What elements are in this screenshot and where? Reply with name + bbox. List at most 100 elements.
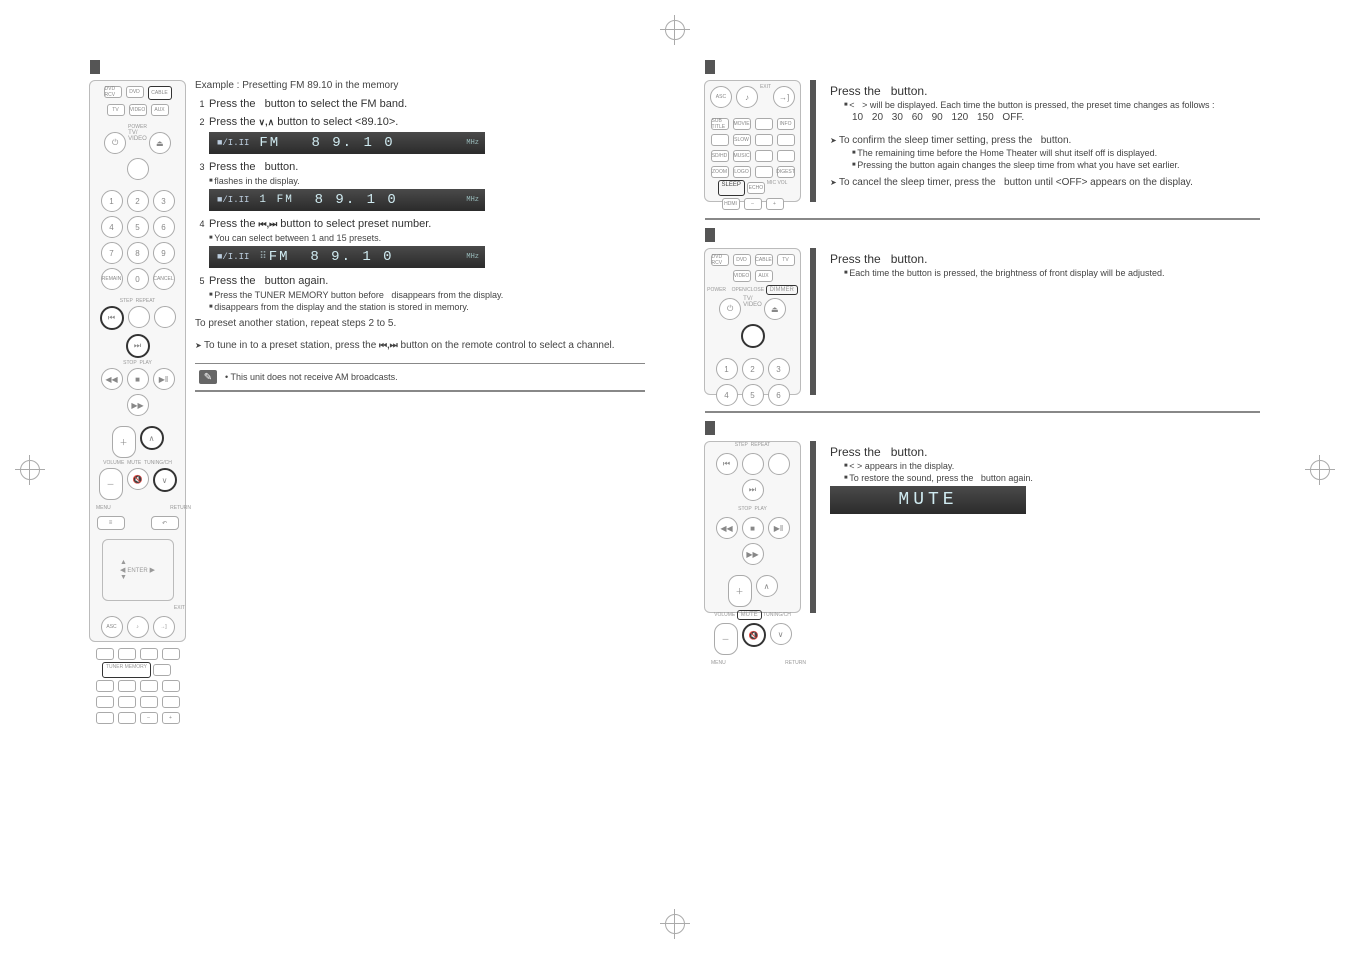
soundedit-s <box>777 134 795 146</box>
micvol-minus-s: – <box>744 198 762 210</box>
step-4a: Press the <box>209 218 259 230</box>
dsound-icon: ♪ <box>736 86 758 108</box>
lbl-step: STEP <box>120 298 133 304</box>
micvol-plus-s: + <box>766 198 784 210</box>
d-num-5: 5 <box>742 384 764 406</box>
btn-video: VIDEO <box>129 104 147 116</box>
step-2b: button to select <89.10>. <box>274 116 398 128</box>
sleep-cancel-b: button until <OFF> appears on the displa… <box>1001 177 1193 188</box>
dpad: ▲◀ ENTER ▶▼ <box>102 539 174 601</box>
m-stop-icon: ■ <box>742 517 764 539</box>
crop-mark <box>665 20 685 40</box>
prev-icon: ⏮ <box>100 306 124 330</box>
note-box: ✎ • This unit does not receive AM broadc… <box>195 363 645 391</box>
crop-mark <box>1310 460 1330 480</box>
step-1a: Press the <box>209 98 259 110</box>
step-1-num: 1 <box>195 97 209 111</box>
display-c: ■/I.II ⠿ FM 8 9. 1 0 MHz <box>209 246 485 268</box>
d-cable: CABLE <box>755 254 773 266</box>
step-5a: Press the <box>209 275 259 287</box>
subtitle-s: SUB TITLE <box>711 118 729 130</box>
testtone-s <box>755 134 773 146</box>
d-tv: TV <box>777 254 795 266</box>
exit-btn: →] <box>153 616 175 638</box>
dimmer-btn <box>127 158 149 180</box>
num-cancel: CANCEL <box>153 268 175 290</box>
btn-aux: AUX <box>151 104 169 116</box>
sleep-confirm-s2: Pressing the button again changes the sl… <box>852 160 1260 170</box>
section-tab-dimmer <box>705 228 1260 242</box>
mute-sub2a: To restore the sound, press the <box>849 473 976 483</box>
step-5b: button again. <box>262 275 329 287</box>
m-play-icon: ▶‖ <box>768 517 790 539</box>
exit-icon: →] <box>773 86 795 108</box>
step-btn <box>128 306 150 328</box>
crop-mark <box>20 460 40 480</box>
step-4-sub: You can select between 1 and 15 presets. <box>209 233 645 243</box>
d-num-6: 6 <box>768 384 790 406</box>
sdhd-s: SD/HD <box>711 150 729 162</box>
example-title: Example : Presetting FM 89.10 in the mem… <box>195 80 645 91</box>
num-9: 9 <box>153 242 175 264</box>
vol-down-icon: － <box>99 468 123 500</box>
section-tab-mute <box>705 421 1260 435</box>
step-5-sub1b: disappears from the display. <box>389 290 503 300</box>
m-rew-icon: ◀◀ <box>716 517 738 539</box>
music-btn <box>162 680 180 692</box>
sleep-confirm-b: button. <box>1038 135 1071 146</box>
divider <box>810 248 816 395</box>
num-5: 5 <box>127 216 149 238</box>
dimmer-step-b: button. <box>887 252 927 266</box>
testtone-btn <box>96 680 114 692</box>
play-icon: ▶‖ <box>153 368 175 390</box>
m-repeat-btn <box>768 453 790 475</box>
extra2-s <box>777 150 795 162</box>
rew-icon: ◀◀ <box>101 368 123 390</box>
m-vol-down: － <box>714 623 738 655</box>
display-a: ■/I.II FM 8 9. 1 0 MHz <box>209 132 485 154</box>
zoom-s: ZOOM <box>711 166 729 178</box>
left-page: DVD RCV DVD CABLE TV VIDEO AUX POWER ⏻ T… <box>90 60 645 890</box>
repeat-btn <box>154 306 176 328</box>
d-num-1: 1 <box>716 358 738 380</box>
movie-btn <box>118 648 136 660</box>
zoom-btn <box>140 696 158 708</box>
lbl-volume: VOLUME <box>103 460 124 466</box>
btn-dvdrcv: DVD RCV <box>104 86 122 98</box>
menu-btn: ≡ <box>97 516 125 530</box>
step-5-sub2: disappears from the display and the stat… <box>209 302 645 312</box>
dimmer-hl: DIMMER <box>766 285 798 295</box>
num-0: 0 <box>127 268 149 290</box>
dspeq-btn <box>140 648 158 660</box>
info-btn <box>162 648 180 660</box>
m-mute-icon: 🔇 <box>742 623 766 647</box>
soundedit-btn <box>118 680 136 692</box>
lbl-play: PLAY <box>139 360 151 366</box>
sleep-confirm-a: To confirm the sleep timer setting, pres… <box>839 135 1035 146</box>
d-num-3: 3 <box>768 358 790 380</box>
divider <box>810 80 816 202</box>
mute-display: MUTE <box>830 486 1026 514</box>
num-8: 8 <box>127 242 149 264</box>
remote-mute: STEP REPEAT ⏮ ⏭ STOP PLAY ◀◀ ■ ▶‖ ▶▶ ＋ ∧ <box>704 441 801 613</box>
sleep-cancel-a: To cancel the sleep timer, press the <box>839 177 999 188</box>
step-5-sub1a: Press the TUNER MEMORY button before <box>214 290 386 300</box>
note-icon: ✎ <box>199 370 217 384</box>
step-3a: Press the <box>209 161 259 173</box>
extra-s <box>755 150 773 162</box>
sdhd-btn <box>140 680 158 692</box>
display-b: ■/I.II 1 FM 8 9. 1 0 MHz <box>209 189 485 211</box>
digest-s: DIGEST <box>777 166 795 178</box>
num-2: 2 <box>127 190 149 212</box>
step-3b: button. <box>262 161 299 173</box>
vol-up-icon: ＋ <box>112 426 136 458</box>
slow-s: SLOW <box>733 134 751 146</box>
lbl-stop: STOP <box>123 360 137 366</box>
mute-sub2b: button again. <box>978 473 1033 483</box>
d-video: VIDEO <box>733 270 751 282</box>
num-7: 7 <box>101 242 123 264</box>
num-4: 4 <box>101 216 123 238</box>
hdmi-s: HDMI <box>722 198 740 210</box>
section-tab-sleep <box>705 60 1260 74</box>
step-1b: button to select the FM band. <box>262 98 408 110</box>
